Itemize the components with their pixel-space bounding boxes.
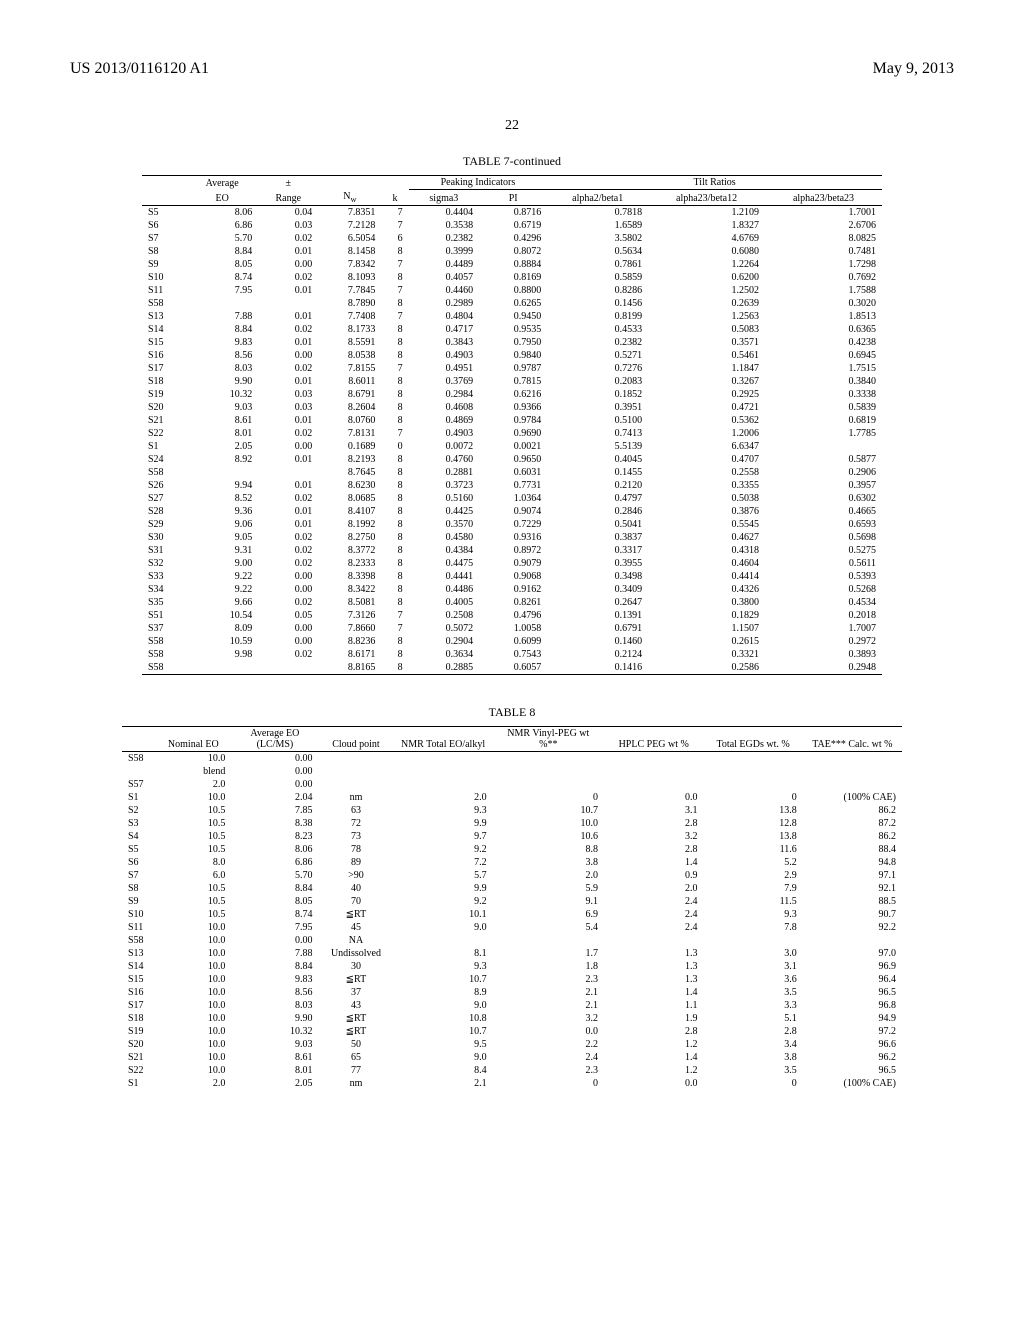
table-row: S228.010.027.813170.49030.96900.74131.20… bbox=[142, 427, 882, 440]
document-header: US 2013/0116120 A1 May 9, 2013 bbox=[70, 60, 954, 78]
table-row: S88.840.018.145880.39990.80720.56340.608… bbox=[142, 245, 882, 258]
table-row: blend0.00 bbox=[122, 765, 902, 778]
table-row: S1310.07.88Undissolved8.11.71.33.097.0 bbox=[122, 947, 902, 960]
table-row: S2010.09.03509.52.21.23.496.6 bbox=[122, 1038, 902, 1051]
col-k: k bbox=[381, 190, 408, 206]
table-row: S1910.320.038.679180.29840.62160.18520.2… bbox=[142, 388, 882, 401]
table-row: S2210.08.01778.42.31.23.596.5 bbox=[122, 1064, 902, 1077]
doc-date: May 9, 2013 bbox=[873, 60, 954, 78]
table7: Average ± Peaking Indicators Tilt Ratios… bbox=[142, 175, 882, 675]
table-row: S209.030.038.260480.46080.93660.39510.47… bbox=[142, 401, 882, 414]
table-row: S572.00.00 bbox=[122, 778, 902, 791]
table-row: S12.02.05nm2.100.00(100% CAE) bbox=[122, 1077, 902, 1090]
group-peaking: Peaking Indicators bbox=[409, 176, 548, 190]
col-pm: ± bbox=[258, 176, 318, 190]
page-number: 22 bbox=[70, 118, 954, 134]
col-pi: PI bbox=[479, 190, 547, 206]
table-row: S5110.540.057.312670.25080.47960.13910.1… bbox=[142, 609, 882, 622]
table-row: S588.764580.28810.60310.14550.25580.2906 bbox=[142, 466, 882, 479]
table-row: S410.58.23739.710.63.213.886.2 bbox=[122, 830, 902, 843]
table-row: S178.030.027.815570.49510.97870.72761.18… bbox=[142, 362, 882, 375]
table-row: S339.220.008.339880.44410.90680.34980.44… bbox=[142, 570, 882, 583]
table-row: S589.980.028.617180.36340.75430.21240.33… bbox=[142, 648, 882, 661]
table-row: S319.310.028.377280.43840.89720.33170.43… bbox=[142, 544, 882, 557]
col-a23b12: alpha23/beta12 bbox=[648, 190, 765, 206]
table-row: S329.000.028.233380.44750.90790.39550.46… bbox=[142, 557, 882, 570]
table-row: S159.830.018.559180.38430.79500.23820.35… bbox=[142, 336, 882, 349]
table-row: S1810.09.90≦RT10.83.21.95.194.9 bbox=[122, 1012, 902, 1025]
table7-title: TABLE 7-continued bbox=[70, 154, 954, 169]
table-row: S349.220.008.342280.44860.91620.34090.43… bbox=[142, 583, 882, 596]
table-row: S75.700.026.505460.23820.42963.58024.676… bbox=[142, 232, 882, 245]
table-row: S269.940.018.623080.37230.77310.21200.33… bbox=[142, 479, 882, 492]
doc-number: US 2013/0116120 A1 bbox=[70, 60, 209, 78]
col-a2b1: alpha2/beta1 bbox=[547, 190, 648, 206]
table-row: S68.06.86897.23.81.45.294.8 bbox=[122, 856, 902, 869]
table-row: S5810.00.00 bbox=[122, 751, 902, 765]
table-row: S278.520.028.068580.51601.03640.47970.50… bbox=[142, 492, 882, 505]
table-row: S588.816580.28850.60570.14160.25860.2948 bbox=[142, 661, 882, 675]
col-avg-top: Average bbox=[186, 176, 258, 190]
table-row: S1410.08.84309.31.81.33.196.9 bbox=[122, 960, 902, 973]
col-eo: EO bbox=[186, 190, 258, 206]
table-row: S1510.09.83≦RT10.72.31.33.696.4 bbox=[122, 973, 902, 986]
table-row: S210.57.85639.310.73.113.886.2 bbox=[122, 804, 902, 817]
col-nmr-vinyl: NMR Vinyl-PEG wt %** bbox=[493, 726, 604, 751]
col-nw: Nw bbox=[318, 190, 381, 206]
col-hplc: HPLC PEG wt % bbox=[604, 726, 704, 751]
col-a23b23: alpha23/beta23 bbox=[765, 190, 882, 206]
col-cloud: Cloud point bbox=[318, 726, 393, 751]
table-row: S168.560.008.053880.49030.98400.52710.54… bbox=[142, 349, 882, 362]
table-row: S1110.07.95459.05.42.47.892.2 bbox=[122, 921, 902, 934]
table-row: S310.58.38729.910.02.812.887.2 bbox=[122, 817, 902, 830]
table-row: S378.090.007.866070.50721.00580.67911.15… bbox=[142, 622, 882, 635]
table-row: S12.050.000.168900.00720.00215.51396.634… bbox=[142, 440, 882, 453]
table-row: S108.740.028.109380.40570.81690.58590.62… bbox=[142, 271, 882, 284]
table-row: S189.900.018.601180.37690.78150.20830.32… bbox=[142, 375, 882, 388]
table-row: S2110.08.61659.02.41.43.896.2 bbox=[122, 1051, 902, 1064]
col-tae: TAE*** Calc. wt % bbox=[803, 726, 902, 751]
table-row: S117.950.017.784570.44600.88000.82861.25… bbox=[142, 284, 882, 297]
table-row: S1710.08.03439.02.11.13.396.8 bbox=[122, 999, 902, 1012]
table-row: S137.880.017.740870.48040.94500.81991.25… bbox=[142, 310, 882, 323]
table-row: S810.58.84409.95.92.07.992.1 bbox=[122, 882, 902, 895]
table-row: S299.060.018.199280.35700.72290.50410.55… bbox=[142, 518, 882, 531]
table-row: S248.920.018.219380.47600.96500.40450.47… bbox=[142, 453, 882, 466]
table-row: S1010.58.74≦RT10.16.92.49.390.7 bbox=[122, 908, 902, 921]
col-nmr-total: NMR Total EO/alkyl bbox=[393, 726, 492, 751]
table-row: S58.060.047.835170.44040.87160.78181.210… bbox=[142, 205, 882, 219]
table-row: S148.840.028.173380.47170.95350.45330.50… bbox=[142, 323, 882, 336]
group-tilt: Tilt Ratios bbox=[547, 176, 882, 190]
col-egds: Total EGDs wt. % bbox=[704, 726, 803, 751]
table-row: S76.05.70>905.72.00.92.997.1 bbox=[122, 869, 902, 882]
table8: Nominal EO Average EO (LC/MS) Cloud poin… bbox=[122, 726, 902, 1090]
table-row: S1610.08.56378.92.11.43.596.5 bbox=[122, 986, 902, 999]
table-row: S5810.00.00NA bbox=[122, 934, 902, 947]
col-range: Range bbox=[258, 190, 318, 206]
col-avg-eo: Average EO (LC/MS) bbox=[231, 726, 318, 751]
table-row: S110.02.04nm2.000.00(100% CAE) bbox=[122, 791, 902, 804]
col-sigma3: sigma3 bbox=[409, 190, 480, 206]
table-row: S309.050.028.275080.45800.93160.38370.46… bbox=[142, 531, 882, 544]
table-row: S359.660.028.508180.40050.82610.26470.38… bbox=[142, 596, 882, 609]
table-row: S5810.590.008.823680.29040.60990.14600.2… bbox=[142, 635, 882, 648]
table-row: S588.789080.29890.62650.14560.26390.3020 bbox=[142, 297, 882, 310]
table-row: S289.360.018.410780.44250.90740.28460.38… bbox=[142, 505, 882, 518]
table-row: S218.610.018.076080.48690.97840.51000.53… bbox=[142, 414, 882, 427]
table-row: S1910.010.32≦RT10.70.02.82.897.2 bbox=[122, 1025, 902, 1038]
table-row: S66.860.037.212870.35380.67191.65891.832… bbox=[142, 219, 882, 232]
col-nominal: Nominal EO bbox=[155, 726, 231, 751]
table-row: S910.58.05709.29.12.411.588.5 bbox=[122, 895, 902, 908]
table-row: S98.050.007.834270.44890.88840.78611.226… bbox=[142, 258, 882, 271]
table8-title: TABLE 8 bbox=[70, 705, 954, 720]
table-row: S510.58.06789.28.82.811.688.4 bbox=[122, 843, 902, 856]
